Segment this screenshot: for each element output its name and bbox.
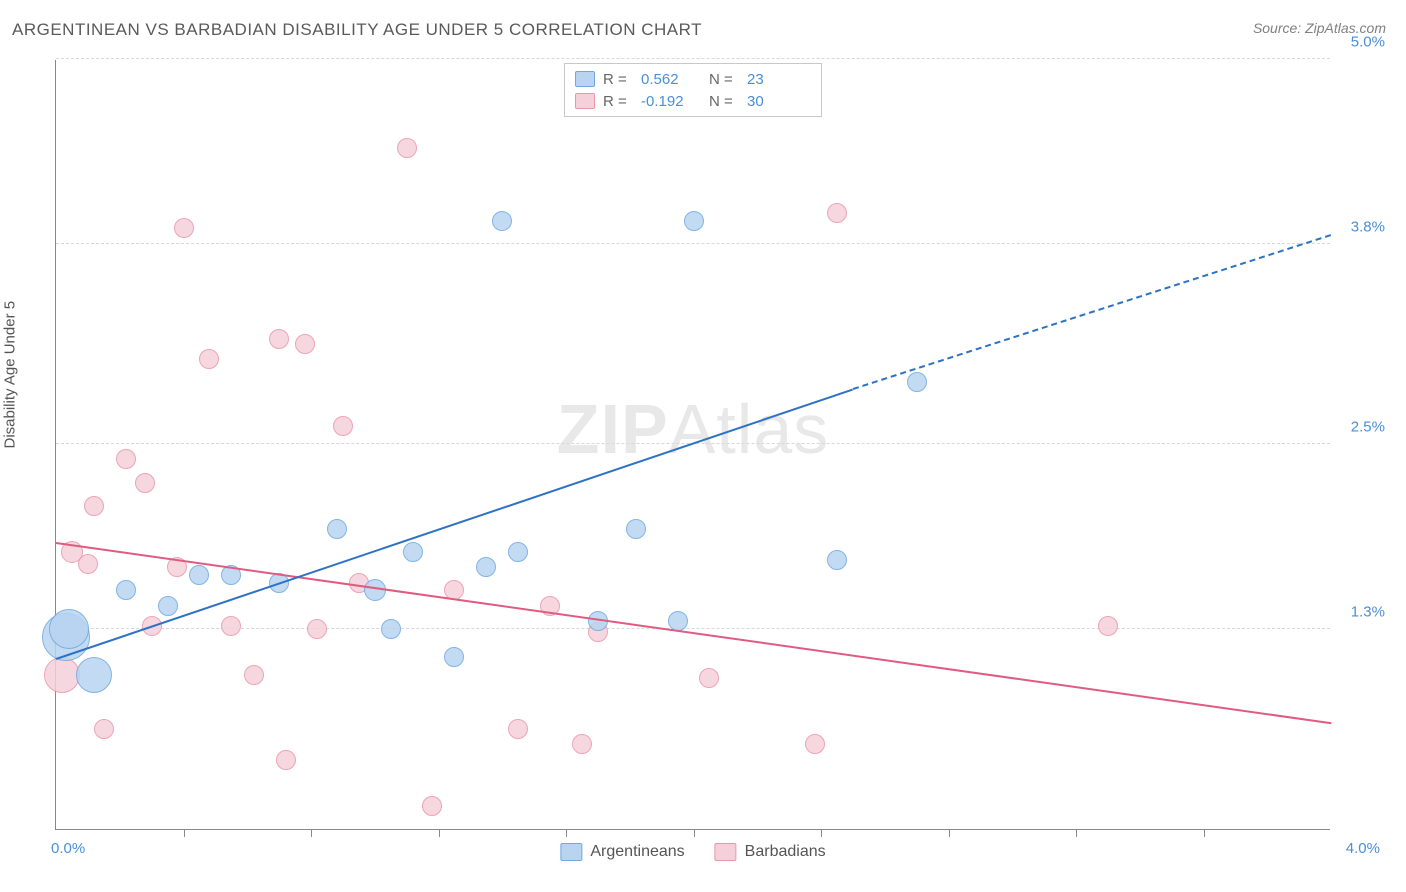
x-tick (184, 829, 185, 837)
data-point (244, 665, 264, 685)
data-point (269, 329, 289, 349)
data-point (827, 203, 847, 223)
data-point (333, 416, 353, 436)
r-value-argentineans: 0.562 (641, 71, 701, 88)
x-tick (694, 829, 695, 837)
data-point (199, 349, 219, 369)
y-tick-label: 1.3% (1337, 603, 1385, 620)
data-point (1098, 616, 1118, 636)
r-label: R = (603, 71, 633, 88)
data-point (827, 550, 847, 570)
data-point (684, 211, 704, 231)
data-point (508, 542, 528, 562)
gridline (56, 628, 1330, 629)
data-point (403, 542, 423, 562)
data-point (626, 519, 646, 539)
data-point (44, 657, 80, 693)
y-tick-label: 5.0% (1337, 34, 1385, 51)
legend-item-argentineans: Argentineans (560, 843, 684, 861)
data-point (492, 211, 512, 231)
y-tick-label: 3.8% (1337, 218, 1385, 235)
data-point (805, 734, 825, 754)
data-point (94, 719, 114, 739)
data-point (307, 619, 327, 639)
n-label: N = (709, 71, 739, 88)
swatch-argentineans-icon (560, 843, 582, 861)
gridline (56, 58, 1330, 59)
data-point (221, 616, 241, 636)
x-tick (1076, 829, 1077, 837)
swatch-barbadians-icon (715, 843, 737, 861)
x-tick (439, 829, 440, 837)
swatch-barbadians-icon (575, 93, 595, 109)
r-value-barbadians: -0.192 (641, 93, 701, 110)
x-axis-max-label: 4.0% (1346, 840, 1380, 857)
data-point (189, 565, 209, 585)
data-point (381, 619, 401, 639)
x-tick (821, 829, 822, 837)
data-point (116, 580, 136, 600)
data-point (84, 496, 104, 516)
data-point (364, 579, 386, 601)
data-point (907, 372, 927, 392)
data-point (158, 596, 178, 616)
watermark: ZIPAtlas (557, 389, 830, 469)
data-point (276, 750, 296, 770)
trend-line (853, 234, 1332, 390)
legend-label: Barbadians (745, 843, 826, 861)
gridline (56, 243, 1330, 244)
x-tick (1204, 829, 1205, 837)
data-point (295, 334, 315, 354)
data-point (174, 218, 194, 238)
data-point (397, 138, 417, 158)
swatch-argentineans-icon (575, 71, 595, 87)
data-point (422, 796, 442, 816)
data-point (508, 719, 528, 739)
data-point (327, 519, 347, 539)
r-label: R = (603, 93, 633, 110)
data-point (116, 449, 136, 469)
data-point (78, 554, 98, 574)
x-tick (311, 829, 312, 837)
n-value-barbadians: 30 (747, 93, 807, 110)
legend-label: Argentineans (590, 843, 684, 861)
y-axis-label: Disability Age Under 5 (2, 301, 19, 449)
data-point (49, 609, 89, 649)
data-point (76, 657, 112, 693)
y-tick-label: 2.5% (1337, 419, 1385, 436)
chart-area: ZIPAtlas R = 0.562 N = 23 R = -0.192 N =… (55, 60, 1330, 830)
data-point (135, 473, 155, 493)
x-tick (949, 829, 950, 837)
data-point (572, 734, 592, 754)
x-axis-min-label: 0.0% (51, 840, 85, 857)
data-point (699, 668, 719, 688)
n-label: N = (709, 93, 739, 110)
data-point (444, 647, 464, 667)
x-tick (566, 829, 567, 837)
legend-row-barbadians: R = -0.192 N = 30 (575, 90, 807, 112)
trend-line (56, 388, 854, 659)
data-point (476, 557, 496, 577)
correlation-legend: R = 0.562 N = 23 R = -0.192 N = 30 (564, 63, 822, 117)
trend-line (56, 542, 1331, 724)
series-legend: Argentineans Barbadians (560, 843, 825, 861)
chart-title: ARGENTINEAN VS BARBADIAN DISABILITY AGE … (12, 20, 702, 40)
legend-item-barbadians: Barbadians (715, 843, 826, 861)
legend-row-argentineans: R = 0.562 N = 23 (575, 68, 807, 90)
n-value-argentineans: 23 (747, 71, 807, 88)
